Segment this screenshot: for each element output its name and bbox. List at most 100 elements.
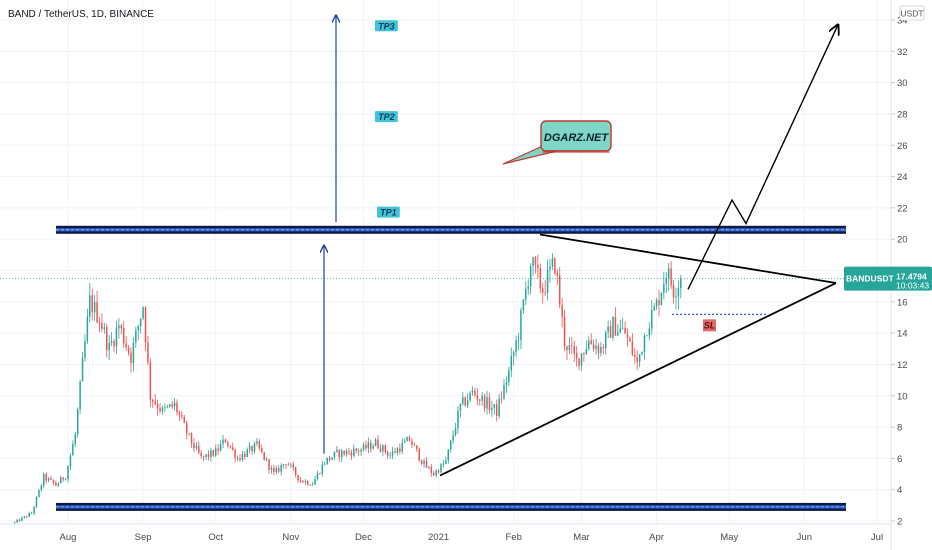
- candle-body: [74, 434, 77, 444]
- resistance-level[interactable]: [56, 225, 846, 234]
- candle-body: [173, 402, 176, 407]
- candle-body: [265, 459, 268, 460]
- price-tick-label: 20: [897, 235, 908, 246]
- triangle-upper-line[interactable]: [539, 233, 837, 284]
- candle-body: [384, 445, 387, 453]
- price-tag-countdown: 10:03:43: [896, 281, 929, 291]
- time-tick-label: Apr: [649, 532, 664, 543]
- tp2-label[interactable]: TP2: [378, 112, 395, 122]
- candle-body: [372, 445, 374, 449]
- candle-body: [28, 513, 30, 517]
- currency-badge-label: USDT: [900, 9, 923, 19]
- last-price-tag: BANDUSDT 17.4794 10:03:43: [844, 266, 932, 291]
- time-tick-label: Feb: [505, 532, 521, 543]
- candle-body: [290, 464, 292, 466]
- candle-body: [331, 457, 333, 460]
- candle-body: [638, 354, 641, 362]
- candle-body: [84, 340, 86, 358]
- candle-body: [164, 407, 166, 409]
- candle-body: [86, 316, 89, 341]
- candle-body: [345, 451, 348, 455]
- price-tick-label: 4: [897, 485, 902, 496]
- candle-body: [59, 477, 62, 484]
- candle-body: [79, 381, 81, 410]
- candle-body: [33, 506, 35, 514]
- triangle-lower-line[interactable]: [439, 282, 837, 477]
- candle-body: [152, 399, 154, 402]
- candle-body: [634, 354, 636, 358]
- tp1-label-bg: [377, 206, 400, 218]
- candle-body: [512, 352, 515, 356]
- currency-badge[interactable]: USDT: [899, 5, 925, 21]
- time-axis[interactable]: Aug Sep Oct Nov Dec 2021 Feb Mar Apr May Jun Jul: [60, 532, 884, 543]
- sl-label[interactable]: SL: [704, 320, 716, 330]
- candle-body: [546, 269, 549, 294]
- price-tag-symbol: BANDUSDT: [846, 274, 895, 284]
- candle-body: [137, 326, 139, 331]
- candle-body: [115, 328, 118, 347]
- candle-body: [580, 353, 583, 366]
- time-tick-label: Sep: [135, 532, 152, 543]
- candle-body: [454, 428, 457, 435]
- candle-body: [350, 452, 353, 456]
- candle-body: [215, 448, 217, 456]
- candle-body: [26, 516, 28, 518]
- candle-body: [217, 448, 219, 451]
- candle-body: [195, 445, 198, 449]
- price-tick-label: 34: [897, 16, 908, 27]
- support-level[interactable]: [56, 502, 846, 511]
- candle-body: [483, 395, 486, 409]
- candle-body: [142, 307, 144, 319]
- candle-body: [268, 459, 270, 470]
- price-tick-label: 30: [897, 78, 908, 89]
- candle-body: [277, 468, 280, 472]
- candle-body: [16, 519, 18, 523]
- candle-body: [379, 448, 382, 452]
- time-tick-label: Dec: [355, 532, 372, 543]
- candle-body: [430, 467, 433, 474]
- candle-body: [479, 399, 481, 401]
- candle-body: [590, 340, 592, 345]
- candle-body: [120, 325, 123, 329]
- candle-body: [614, 316, 617, 336]
- candle-body: [18, 519, 21, 521]
- tp3-label[interactable]: TP3: [378, 21, 395, 31]
- candle-body: [522, 299, 525, 311]
- breakout-projection-arrow[interactable]: [687, 25, 838, 290]
- price-tag-price: 17.4794: [896, 272, 927, 282]
- candle-body: [660, 293, 663, 306]
- brand-callout-text: DGARZ.NET: [544, 132, 609, 144]
- candle-body: [311, 484, 314, 486]
- tp2-label-bg: [375, 111, 398, 123]
- candle-body: [554, 258, 556, 274]
- candle-body: [469, 392, 471, 401]
- candle-body: [190, 433, 193, 444]
- candle-body: [91, 295, 93, 313]
- candle-body: [81, 357, 84, 382]
- candle-body: [251, 446, 253, 452]
- candle-body: [302, 480, 304, 483]
- tp3-label-bg: [375, 20, 398, 32]
- candle-body: [43, 474, 45, 486]
- candle-body: [316, 473, 319, 480]
- candle-body: [459, 403, 462, 412]
- price-tick-label: 32: [897, 47, 908, 58]
- time-tick-label: 2021: [428, 532, 449, 543]
- candle-body: [604, 332, 607, 349]
- candle-body: [520, 310, 522, 341]
- candle-body: [261, 448, 263, 453]
- candle-body: [612, 316, 614, 338]
- candle-body: [307, 480, 309, 485]
- price-tick-label: 8: [897, 423, 902, 434]
- tp1-label[interactable]: TP1: [380, 208, 397, 218]
- candle-body: [428, 467, 430, 469]
- candle-body: [515, 340, 517, 353]
- candle-body: [481, 395, 483, 401]
- candle-body: [677, 288, 680, 297]
- candle-body: [556, 273, 559, 276]
- candle-body: [648, 328, 651, 336]
- candle-body: [198, 445, 200, 453]
- candle-body: [505, 382, 508, 385]
- drawings[interactable]: TP1 TP2 TP3 SL DGARZ.NET: [324, 15, 838, 477]
